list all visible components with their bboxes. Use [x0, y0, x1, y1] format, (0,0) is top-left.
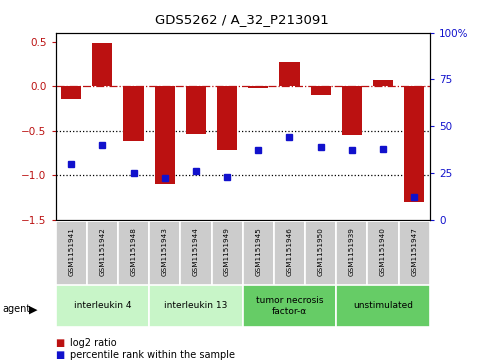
Bar	[398, 221, 430, 285]
Bar	[336, 221, 368, 285]
Text: ■: ■	[56, 350, 65, 360]
Text: percentile rank within the sample: percentile rank within the sample	[70, 350, 235, 360]
Text: unstimulated: unstimulated	[353, 301, 413, 310]
Bar	[87, 221, 118, 285]
Bar	[149, 285, 242, 327]
Bar	[61, 86, 81, 99]
Bar	[56, 221, 87, 285]
Text: GSM1151944: GSM1151944	[193, 228, 199, 276]
Text: GSM1151950: GSM1151950	[318, 228, 324, 276]
Bar	[368, 221, 398, 285]
Text: GSM1151940: GSM1151940	[380, 228, 386, 276]
Bar	[92, 43, 113, 86]
Text: GSM1151947: GSM1151947	[411, 228, 417, 276]
Bar	[149, 221, 180, 285]
Text: interleukin 4: interleukin 4	[73, 301, 131, 310]
Bar	[336, 285, 430, 327]
Bar	[248, 86, 269, 88]
Text: interleukin 13: interleukin 13	[164, 301, 227, 310]
Bar	[217, 86, 237, 150]
Text: GSM1151941: GSM1151941	[68, 228, 74, 276]
Text: ▶: ▶	[28, 304, 37, 314]
Bar	[56, 285, 149, 327]
Text: agent: agent	[2, 304, 30, 314]
Bar	[274, 221, 305, 285]
Text: GDS5262 / A_32_P213091: GDS5262 / A_32_P213091	[155, 13, 328, 26]
Bar	[311, 86, 331, 95]
Bar	[242, 285, 336, 327]
Bar	[342, 86, 362, 135]
Bar	[212, 221, 242, 285]
Bar	[404, 86, 425, 202]
Bar	[373, 80, 393, 86]
Bar	[123, 86, 143, 141]
Text: GSM1151942: GSM1151942	[99, 228, 105, 276]
Text: log2 ratio: log2 ratio	[70, 338, 117, 348]
Text: GSM1151948: GSM1151948	[130, 228, 137, 276]
Bar	[186, 86, 206, 134]
Text: GSM1151949: GSM1151949	[224, 228, 230, 276]
Bar	[242, 221, 274, 285]
Text: GSM1151946: GSM1151946	[286, 228, 293, 276]
Bar	[180, 221, 212, 285]
Bar	[155, 86, 175, 184]
Bar	[279, 62, 299, 86]
Bar	[305, 221, 336, 285]
Text: ■: ■	[56, 338, 65, 348]
Bar	[118, 221, 149, 285]
Text: GSM1151939: GSM1151939	[349, 228, 355, 276]
Text: GSM1151943: GSM1151943	[162, 228, 168, 276]
Text: GSM1151945: GSM1151945	[256, 228, 261, 276]
Text: tumor necrosis
factor-α: tumor necrosis factor-α	[256, 296, 323, 315]
